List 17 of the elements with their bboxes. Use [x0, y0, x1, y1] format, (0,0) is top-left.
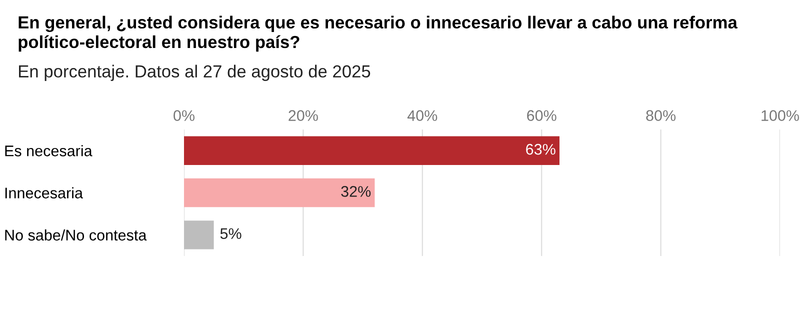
chart-subtitle: En porcentaje. Datos al 27 de agosto de 2025 — [19, 64, 370, 81]
bar — [184, 220, 214, 250]
x-tick-label: 60% — [527, 110, 556, 121]
chart-title: En general, ¿usted considera que es necesario o innecesario llevar a cabo una reforma político-electoral en nuestro país? — [18, 16, 738, 52]
x-tick-label: 0% — [174, 110, 194, 121]
data-label: 5% — [220, 228, 242, 239]
x-tick-label: 20% — [288, 110, 318, 121]
y-tick-label: No sabe/No contesta — [5, 229, 147, 241]
bar — [184, 136, 560, 165]
data-label: 32% — [341, 186, 371, 197]
y-tick-label: Es necesaria — [5, 145, 92, 156]
x-tick-label: 100% — [762, 110, 799, 121]
x-tick-label: 80% — [646, 110, 676, 121]
data-label: 63% — [526, 144, 556, 155]
y-tick-label: Innecesaria — [5, 187, 83, 198]
x-tick-label: 40% — [407, 110, 438, 121]
bar — [184, 178, 375, 208]
